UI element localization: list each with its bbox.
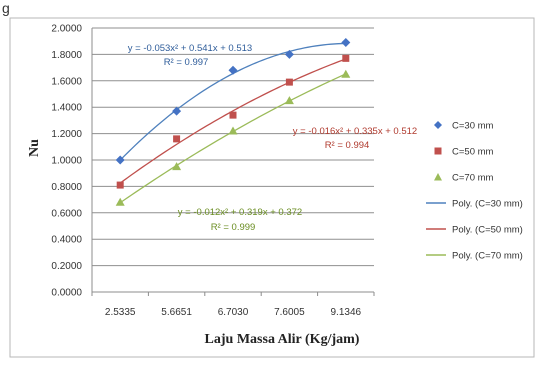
r-squared-label: R² = 0.997 (164, 57, 209, 68)
y-tick-label: 0.0000 (51, 288, 82, 299)
equation-label: y = -0.053x² + 0.541x + 0.513 (128, 43, 252, 54)
y-tick-label: 1.0000 (51, 156, 82, 167)
header-mark: g (2, 0, 10, 16)
x-axis-title: Laju Massa Alir (Kg/jam) (205, 332, 360, 347)
legend-trend-label: Poly. (C=70 mm) (452, 251, 523, 262)
chart-border (9, 17, 535, 358)
x-tick-label: 5.6651 (161, 307, 192, 318)
legend-trend-label: Poly. (C=50 mm) (452, 225, 523, 236)
y-tick-label: 1.4000 (51, 103, 82, 114)
gridlines (92, 27, 374, 293)
y-tick-label: 2.0000 (51, 24, 82, 35)
legend-label: C=30 mm (452, 121, 494, 132)
point-diamond (172, 106, 182, 116)
x-tick-label: 7.6005 (274, 307, 305, 318)
y-tick-label: 0.6000 (51, 208, 82, 219)
r-squared-label: R² = 0.999 (211, 222, 256, 233)
r-squared-label: R² = 0.994 (325, 140, 370, 151)
x-tick-label: 6.7030 (218, 307, 249, 318)
equation-label: y = -0.016x² + 0.335x + 0.512 (293, 126, 417, 137)
axes: 0.0000 0.2000 0.4000 0.6000 0.8000 1.0000 1.20… (51, 24, 375, 318)
point-triangle (172, 162, 182, 171)
x-tick-label: 9.1346 (331, 307, 362, 318)
y-tick-label: 0.4000 (51, 235, 82, 246)
trendline-1 (119, 58, 347, 184)
legend-triangle-icon (434, 173, 442, 181)
point-triangle (115, 197, 125, 206)
x-tick-label: 2.5335 (105, 307, 136, 318)
legend-label: C=70 mm (452, 173, 494, 184)
point-diamond (341, 38, 351, 48)
point-triangle (228, 126, 238, 135)
point-square (285, 78, 293, 86)
point-triangle (284, 96, 294, 105)
legend: C=30 mm C=50 mm C=70 mm Poly. (C=30 mm) Poly… (426, 121, 523, 262)
point-triangle (341, 69, 351, 78)
y-tick-label: 0.2000 (51, 261, 82, 272)
point-square (116, 181, 124, 189)
y-tick-label: 1.2000 (51, 129, 82, 140)
equation-labels: y = -0.053x² + 0.541x + 0.513 R² = 0.997 y… (128, 43, 417, 233)
data-points (115, 38, 351, 206)
legend-label: C=50 mm (452, 147, 494, 158)
y-tick-label: 0.8000 (51, 182, 82, 193)
point-square (229, 111, 237, 119)
point-square (342, 54, 350, 62)
legend-trend-label: Poly. (C=30 mm) (452, 199, 523, 210)
legend-diamond-icon (434, 121, 442, 129)
legend-square-icon (434, 147, 442, 155)
y-tick-label: 1.8000 (51, 50, 82, 61)
point-diamond (228, 65, 238, 75)
y-axis-title: Nu (27, 139, 42, 157)
y-tick-label: 1.6000 (51, 76, 82, 87)
point-diamond (115, 155, 125, 165)
equation-label: y = -0.012x² + 0.319x + 0.372 (178, 207, 302, 218)
point-diamond (284, 49, 294, 59)
point-square (173, 135, 181, 143)
